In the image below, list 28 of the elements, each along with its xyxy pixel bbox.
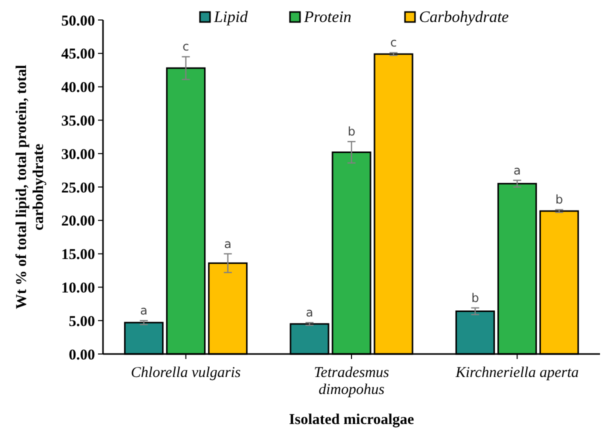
data-label: a: [513, 163, 521, 178]
x-tick-label: Chlorella vulgaris: [130, 365, 241, 381]
y-tick-label: 5.00: [68, 314, 95, 330]
data-label: c: [182, 40, 190, 54]
legend-label: Lipid: [213, 9, 249, 26]
x-tick-label: Kirchneriella aperta: [454, 365, 579, 381]
y-axis-title: Wt % of total lipid, total protein, total carbohydrate: [14, 64, 47, 310]
x-tick-label: Tetradesmus dimopohus: [314, 365, 390, 398]
y-tick-label: 50.00: [61, 13, 95, 30]
data-label: b: [348, 124, 356, 139]
y-tick-label: 25.00: [61, 180, 95, 196]
data-label: a: [140, 304, 148, 318]
y-tick-label: 0.00: [68, 347, 95, 364]
data-label: a: [306, 306, 314, 320]
y-tick-label: 30.00: [61, 146, 95, 163]
legend-label: Carbohydrate: [419, 9, 509, 26]
y-tick-label: 40.00: [61, 80, 95, 96]
y-tick-label: 35.00: [61, 113, 95, 130]
data-label: b: [555, 192, 563, 207]
legend-label: Protein: [303, 9, 352, 26]
data-label: c: [390, 36, 397, 50]
x-axis-title: Isolated microalgae: [288, 412, 414, 428]
y-tick-label: 20.00: [61, 214, 95, 230]
y-tick-label: 15.00: [61, 247, 95, 264]
y-tick-label: 45.00: [61, 46, 95, 63]
y-tick-label: 10.00: [61, 280, 95, 296]
data-label: b: [471, 290, 479, 305]
data-label: a: [224, 236, 232, 251]
